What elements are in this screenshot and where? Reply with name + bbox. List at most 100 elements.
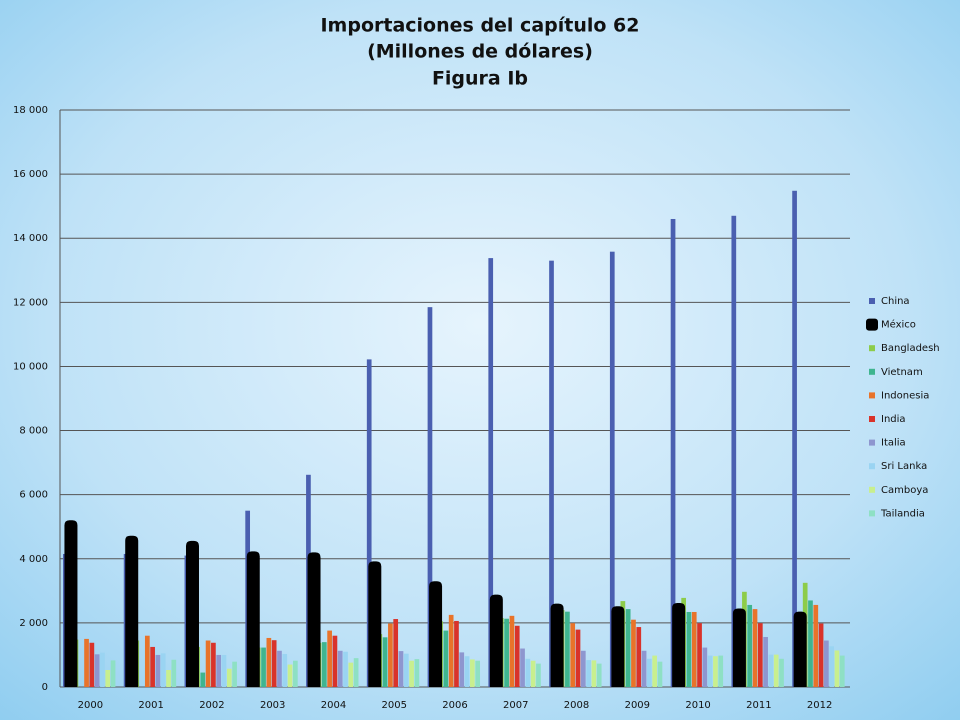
bar	[672, 603, 686, 687]
bar	[343, 651, 348, 687]
bar	[768, 654, 774, 687]
bar	[348, 662, 354, 687]
x-tick-label: 2007	[503, 700, 528, 711]
bar	[647, 658, 652, 687]
bar	[504, 618, 509, 687]
bar	[368, 561, 382, 687]
y-tick-label: 12 000	[13, 297, 48, 308]
bar	[652, 655, 658, 687]
bar	[393, 619, 399, 687]
bar	[150, 646, 155, 687]
bar	[64, 520, 78, 687]
y-tick-label: 0	[42, 682, 48, 693]
y-tick-label: 6 000	[19, 490, 48, 501]
bar	[84, 638, 89, 687]
bar	[232, 661, 237, 687]
bar	[609, 251, 615, 688]
bar	[549, 260, 554, 687]
legend-swatch	[869, 510, 875, 517]
bar	[261, 647, 266, 687]
bar	[382, 637, 388, 687]
legend-label: Indonesia	[881, 390, 929, 401]
bar	[707, 655, 713, 687]
bar	[839, 655, 845, 687]
bar	[353, 658, 359, 687]
bar	[337, 650, 343, 687]
bar	[414, 659, 420, 687]
bar	[327, 630, 332, 687]
legend-swatch	[869, 392, 875, 399]
legend-label: China	[881, 296, 910, 307]
legend-swatch	[869, 298, 875, 304]
bar	[686, 611, 692, 687]
figure-label: Figura Ib	[432, 68, 528, 90]
bar	[332, 635, 338, 687]
bar	[226, 668, 232, 687]
bar	[536, 663, 541, 687]
legend-label: India	[881, 414, 906, 425]
bar	[211, 642, 216, 687]
bar	[144, 635, 150, 687]
x-tick-label: 2002	[199, 700, 224, 711]
y-tick-label: 16 000	[13, 169, 48, 180]
bar	[443, 630, 449, 687]
bar	[448, 614, 454, 687]
x-tick-label: 2010	[685, 700, 710, 711]
bar	[591, 660, 597, 687]
bar	[713, 656, 718, 687]
bar	[454, 620, 459, 687]
legend-label: Camboya	[881, 485, 928, 496]
bar	[691, 611, 697, 687]
bar	[625, 609, 631, 687]
bar	[277, 650, 282, 687]
y-tick-label: 18 000	[13, 105, 48, 116]
bar	[509, 615, 515, 687]
bar	[427, 307, 433, 687]
x-tick-label: 2011	[746, 700, 771, 711]
bar	[824, 640, 829, 687]
bar	[160, 653, 166, 687]
bar	[752, 609, 758, 687]
bar	[773, 654, 779, 687]
bar	[464, 656, 470, 687]
bar	[488, 258, 494, 687]
bar	[94, 654, 100, 687]
bar	[747, 604, 753, 687]
bar	[763, 636, 768, 687]
legend-label: México	[881, 319, 916, 331]
bar	[200, 672, 206, 687]
chart-title: Importaciones del capítulo 62	[320, 15, 639, 37]
x-tick-label: 2006	[442, 700, 467, 711]
bar	[166, 670, 171, 687]
bar	[792, 190, 797, 687]
bar	[611, 606, 625, 687]
bar	[834, 650, 840, 687]
bar	[580, 650, 586, 687]
bar	[185, 540, 199, 687]
legend-swatch	[869, 345, 875, 352]
legend-label: Vietnam	[881, 367, 923, 378]
bar	[155, 654, 161, 687]
bar	[246, 551, 260, 687]
bar	[697, 623, 702, 687]
bar	[808, 600, 813, 687]
bar	[657, 661, 663, 687]
legend-swatch	[866, 318, 878, 331]
bar	[829, 646, 835, 687]
bar	[271, 640, 277, 687]
bar	[489, 594, 503, 687]
bar	[287, 664, 293, 687]
bar	[813, 604, 819, 687]
bar	[366, 359, 372, 687]
bar	[636, 627, 642, 687]
bar	[205, 640, 211, 687]
y-tick-label: 8 000	[19, 426, 48, 437]
bar	[282, 653, 288, 687]
y-tick-label: 2 000	[19, 618, 48, 629]
y-tick-label: 10 000	[13, 361, 48, 372]
bar	[793, 611, 807, 687]
legend-label: Sri Lanka	[881, 461, 927, 472]
bar	[475, 660, 481, 687]
